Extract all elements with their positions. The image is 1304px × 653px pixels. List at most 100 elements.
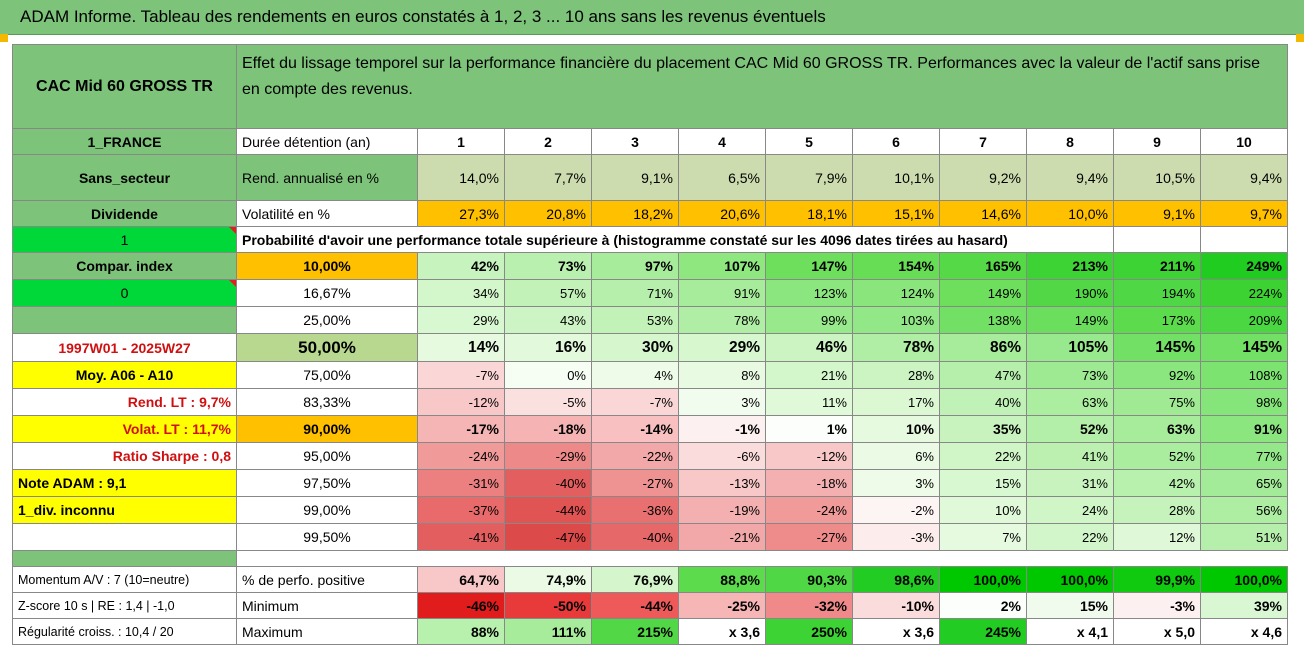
minimum-value: 2% bbox=[939, 592, 1027, 619]
regularity-label: Régularité croiss. : 10,4 / 20 bbox=[12, 618, 237, 645]
quantile-row: Moy. A06 - A10 75,00% -7% 0% 4% 8% 21% 28% 47% 73… bbox=[12, 361, 1288, 389]
quantile-value: 42% bbox=[1113, 469, 1201, 497]
quantile-value: 86% bbox=[939, 333, 1027, 362]
quantile-value: 47% bbox=[939, 361, 1027, 389]
minimum-row: Z-score 10 s | RE : 1,4 | -1,0 Minimum -46… bbox=[12, 592, 1288, 619]
quantile-value: 213% bbox=[1026, 252, 1114, 280]
corner-marker-left bbox=[0, 34, 8, 42]
positive-performance-value: 90,3% bbox=[765, 566, 853, 593]
quantile-value: 63% bbox=[1113, 415, 1201, 443]
annualized-return-value: 7,7% bbox=[504, 154, 592, 201]
quantile-value: 3% bbox=[678, 388, 766, 416]
quantile-value: 1% bbox=[765, 415, 853, 443]
quantile-value: -24% bbox=[765, 496, 853, 524]
volatility-row: Dividende Volatilité en % 27,3% 20,8% 18,2% 2… bbox=[12, 200, 1288, 227]
asset-name: CAC Mid 60 GROSS TR bbox=[12, 44, 237, 129]
quantile-value: 108% bbox=[1200, 361, 1288, 389]
year-header: 5 bbox=[765, 128, 853, 155]
report-title: ADAM Informe. Tableau des rendements en … bbox=[20, 7, 826, 26]
quantile-value: -2% bbox=[852, 496, 940, 524]
sector-label: Sans_secteur bbox=[12, 154, 237, 201]
quantile-row: Note ADAM : 9,1 97,50% -31% -40% -27% -13% -18… bbox=[12, 469, 1288, 497]
quantile-value: 56% bbox=[1200, 496, 1288, 524]
maximum-row: Régularité croiss. : 10,4 / 20 Maximum 88%… bbox=[12, 618, 1288, 645]
annualized-return-value: 9,4% bbox=[1200, 154, 1288, 201]
year-header: 2 bbox=[504, 128, 592, 155]
quantile-value: 17% bbox=[852, 388, 940, 416]
quantile-value: -5% bbox=[504, 388, 592, 416]
quantile-value: 52% bbox=[1113, 442, 1201, 470]
quantile-value: -7% bbox=[591, 388, 679, 416]
quantile-value: 211% bbox=[1113, 252, 1201, 280]
positive-performance-value: 76,9% bbox=[591, 566, 679, 593]
volatility-value: 18,2% bbox=[591, 200, 679, 227]
corner-marker-right bbox=[1296, 34, 1304, 42]
annualized-return-value: 9,1% bbox=[591, 154, 679, 201]
positive-performance-value: 100,0% bbox=[1026, 566, 1114, 593]
quantile-level: 75,00% bbox=[236, 361, 418, 389]
quantile-value: 190% bbox=[1026, 279, 1114, 307]
annualized-return-value: 7,9% bbox=[765, 154, 853, 201]
quantile-level: 16,67% bbox=[236, 279, 418, 307]
maximum-value: x 4,1 bbox=[1026, 618, 1114, 645]
maximum-value: x 3,6 bbox=[852, 618, 940, 645]
maximum-value: 111% bbox=[504, 618, 592, 645]
spacer-left bbox=[12, 550, 237, 567]
positive-performance-value: 88,8% bbox=[678, 566, 766, 593]
annualized-return-value: 9,2% bbox=[939, 154, 1027, 201]
minimum-value: -50% bbox=[504, 592, 592, 619]
volatility-label: Volatilité en % bbox=[236, 200, 418, 227]
quantile-value: 7% bbox=[939, 523, 1027, 551]
asset-description: Effet du lissage temporel sur la perform… bbox=[236, 44, 1288, 129]
quantile-value: 65% bbox=[1200, 469, 1288, 497]
compar-index-label: Compar. index bbox=[12, 252, 237, 280]
quantile-level: 83,33% bbox=[236, 388, 418, 416]
quantile-value: 98% bbox=[1200, 388, 1288, 416]
quantile-value: 0% bbox=[504, 361, 592, 389]
maximum-value: 250% bbox=[765, 618, 853, 645]
quantile-value: -18% bbox=[504, 415, 592, 443]
quantile-value: 75% bbox=[1113, 388, 1201, 416]
probability-title-row: 1 Probabilité d'avoir une performance tot… bbox=[12, 226, 1288, 253]
year-header: 9 bbox=[1113, 128, 1201, 155]
quantile-value: 124% bbox=[852, 279, 940, 307]
volatility-value: 18,1% bbox=[765, 200, 853, 227]
year-header: 6 bbox=[852, 128, 940, 155]
quantile-row: 1_div. inconnu 99,00% -37% -44% -36% -19% -24%… bbox=[12, 496, 1288, 524]
volatility-value: 10,0% bbox=[1026, 200, 1114, 227]
blank-cell bbox=[1113, 226, 1201, 253]
minimum-value: -3% bbox=[1113, 592, 1201, 619]
quantile-value: 99% bbox=[765, 306, 853, 334]
quantile-value: 3% bbox=[852, 469, 940, 497]
quantile-value: 78% bbox=[852, 333, 940, 362]
quantile-value: 105% bbox=[1026, 333, 1114, 362]
quantile-value: 10% bbox=[852, 415, 940, 443]
quantile-value: 53% bbox=[591, 306, 679, 334]
quantile-value: 73% bbox=[504, 252, 592, 280]
maximum-value: x 4,6 bbox=[1200, 618, 1288, 645]
period-label: 1997W01 - 2025W27 bbox=[12, 333, 237, 362]
quantile-value: -29% bbox=[504, 442, 592, 470]
year-header: 4 bbox=[678, 128, 766, 155]
quantile-value: 91% bbox=[678, 279, 766, 307]
quantile-row: Compar. index 10,00% 42% 73% 97% 107% 147% 154%… bbox=[12, 252, 1288, 280]
quantile-value: 30% bbox=[591, 333, 679, 362]
quantile-value: 29% bbox=[417, 306, 505, 334]
minimum-value: -10% bbox=[852, 592, 940, 619]
minimum-value: -32% bbox=[765, 592, 853, 619]
selector-zero: 0 bbox=[12, 279, 237, 307]
quantile-value: -22% bbox=[591, 442, 679, 470]
quantile-value: -13% bbox=[678, 469, 766, 497]
quantile-value: 14% bbox=[417, 333, 505, 362]
quantile-value: 4% bbox=[591, 361, 679, 389]
maximum-label: Maximum bbox=[236, 618, 418, 645]
quantile-value: 63% bbox=[1026, 388, 1114, 416]
quantile-value: 10% bbox=[939, 496, 1027, 524]
minimum-value: 39% bbox=[1200, 592, 1288, 619]
quantile-value: -41% bbox=[417, 523, 505, 551]
minimum-value: 15% bbox=[1026, 592, 1114, 619]
quantile-value: 24% bbox=[1026, 496, 1114, 524]
country-label: 1_FRANCE bbox=[12, 128, 237, 155]
quantile-value: -44% bbox=[504, 496, 592, 524]
